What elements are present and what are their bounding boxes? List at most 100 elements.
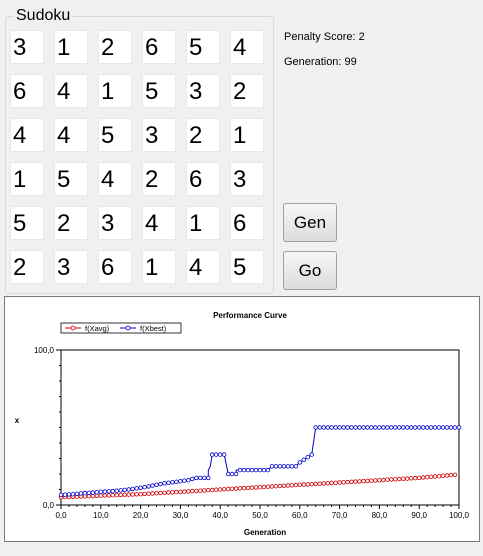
sudoku-cell[interactable]: 1 (54, 30, 88, 64)
series-point-0 (293, 482, 298, 488)
series-point-0 (249, 485, 255, 490)
series-point-0 (194, 488, 199, 494)
series-point-1 (198, 475, 203, 481)
series-point-0 (134, 492, 139, 497)
sudoku-cell[interactable]: 1 (230, 118, 264, 152)
sudoku-cell[interactable]: 4 (142, 206, 176, 240)
sudoku-cell[interactable]: 5 (54, 162, 88, 196)
series-point-0 (265, 484, 271, 489)
series-point-1 (94, 489, 99, 495)
sudoku-cell[interactable]: 5 (142, 74, 176, 108)
sudoku-cell[interactable]: 2 (142, 162, 176, 196)
sudoku-cell[interactable]: 1 (186, 206, 220, 240)
series-point-1 (225, 471, 231, 477)
series-point-1 (206, 475, 211, 481)
series-point-0 (182, 489, 187, 494)
series-point-0 (162, 490, 167, 495)
sudoku-cell[interactable]: 3 (54, 250, 88, 284)
series-point-1 (297, 460, 302, 465)
series-point-0 (130, 492, 135, 497)
sudoku-cell[interactable]: 5 (10, 206, 44, 240)
series-point-0 (289, 483, 294, 488)
series-point-0 (146, 491, 151, 496)
sudoku-cell[interactable]: 1 (10, 162, 44, 196)
series-point-1 (417, 425, 422, 430)
sudoku-cell[interactable]: 6 (142, 30, 176, 64)
sudoku-cell[interactable]: 6 (230, 206, 264, 240)
sudoku-cell[interactable]: 4 (186, 250, 220, 284)
sudoku-cell[interactable]: 5 (98, 118, 132, 152)
sudoku-cell[interactable]: 2 (186, 118, 220, 152)
sudoku-cell[interactable]: 2 (230, 74, 264, 108)
series-point-0 (417, 475, 422, 481)
sudoku-cell[interactable]: 4 (10, 118, 44, 152)
series-point-1 (448, 425, 454, 430)
sudoku-cell[interactable]: 3 (98, 206, 132, 240)
sudoku-cell[interactable]: 1 (98, 74, 132, 108)
sudoku-cell[interactable]: 6 (186, 162, 220, 196)
series-point-0 (397, 476, 402, 482)
series-point-0 (166, 490, 171, 495)
sudoku-cell[interactable]: 1 (142, 250, 176, 284)
sudoku-cell[interactable]: 4 (98, 162, 132, 196)
series-point-1 (421, 425, 426, 430)
series-point-0 (225, 486, 231, 492)
series-point-1 (345, 425, 350, 430)
series-point-0 (253, 485, 259, 490)
series-point-1 (444, 425, 450, 430)
series-point-0 (448, 472, 454, 478)
series-point-0 (158, 490, 163, 496)
sudoku-cell[interactable]: 3 (10, 30, 44, 64)
series-point-1 (194, 475, 199, 481)
sudoku-cell[interactable]: 2 (10, 250, 44, 284)
y-tick-label: 100,0 (34, 346, 55, 355)
series-point-1 (186, 477, 191, 483)
series-point-0 (241, 485, 247, 491)
sudoku-cell[interactable]: 6 (10, 74, 44, 108)
sudoku-cell[interactable]: 4 (230, 30, 264, 64)
gen-button[interactable]: Gen (283, 203, 337, 242)
sudoku-cell[interactable]: 3 (230, 162, 264, 196)
series-point-1 (245, 467, 251, 473)
series-point-1 (261, 467, 267, 473)
penalty-score-label: Penalty Score: 2 (284, 31, 365, 43)
series-point-1 (337, 425, 342, 430)
sudoku-cell[interactable]: 4 (54, 74, 88, 108)
series-point-1 (62, 492, 68, 497)
series-point-1 (229, 471, 235, 477)
series-point-1 (281, 464, 287, 469)
series-point-0 (405, 476, 410, 481)
sudoku-cell[interactable]: 2 (98, 30, 132, 64)
series-point-0 (413, 475, 418, 481)
series-point-0 (126, 492, 131, 497)
series-point-1 (401, 425, 406, 430)
sudoku-cell[interactable]: 6 (98, 250, 132, 284)
series-point-1 (365, 425, 370, 430)
series-point-0 (285, 483, 291, 488)
series-point-1 (138, 485, 143, 490)
series-point-1 (90, 490, 95, 495)
sudoku-cell[interactable]: 5 (230, 250, 264, 284)
series-point-1 (405, 425, 410, 430)
series-point-1 (58, 492, 64, 498)
series-point-1 (158, 481, 163, 487)
series-point-1 (333, 425, 338, 430)
series-point-1 (273, 464, 279, 469)
go-button[interactable]: Go (283, 251, 337, 290)
series-point-1 (309, 452, 314, 457)
series-point-1 (413, 425, 418, 430)
sudoku-cell[interactable]: 5 (186, 30, 220, 64)
sudoku-cell[interactable]: 2 (54, 206, 88, 240)
sudoku-cell[interactable]: 3 (186, 74, 220, 108)
series-point-0 (389, 477, 394, 482)
sudoku-cell[interactable]: 3 (142, 118, 176, 152)
x-tick-label: 60,0 (292, 511, 308, 520)
series-point-0 (213, 487, 219, 492)
x-tick-label: 20,0 (133, 511, 149, 520)
chart-ylabel: x (15, 416, 20, 425)
series-point-0 (190, 488, 195, 494)
series-point-1 (313, 425, 318, 430)
series-point-0 (357, 479, 362, 484)
series-point-1 (452, 425, 458, 430)
sudoku-cell[interactable]: 4 (54, 118, 88, 152)
